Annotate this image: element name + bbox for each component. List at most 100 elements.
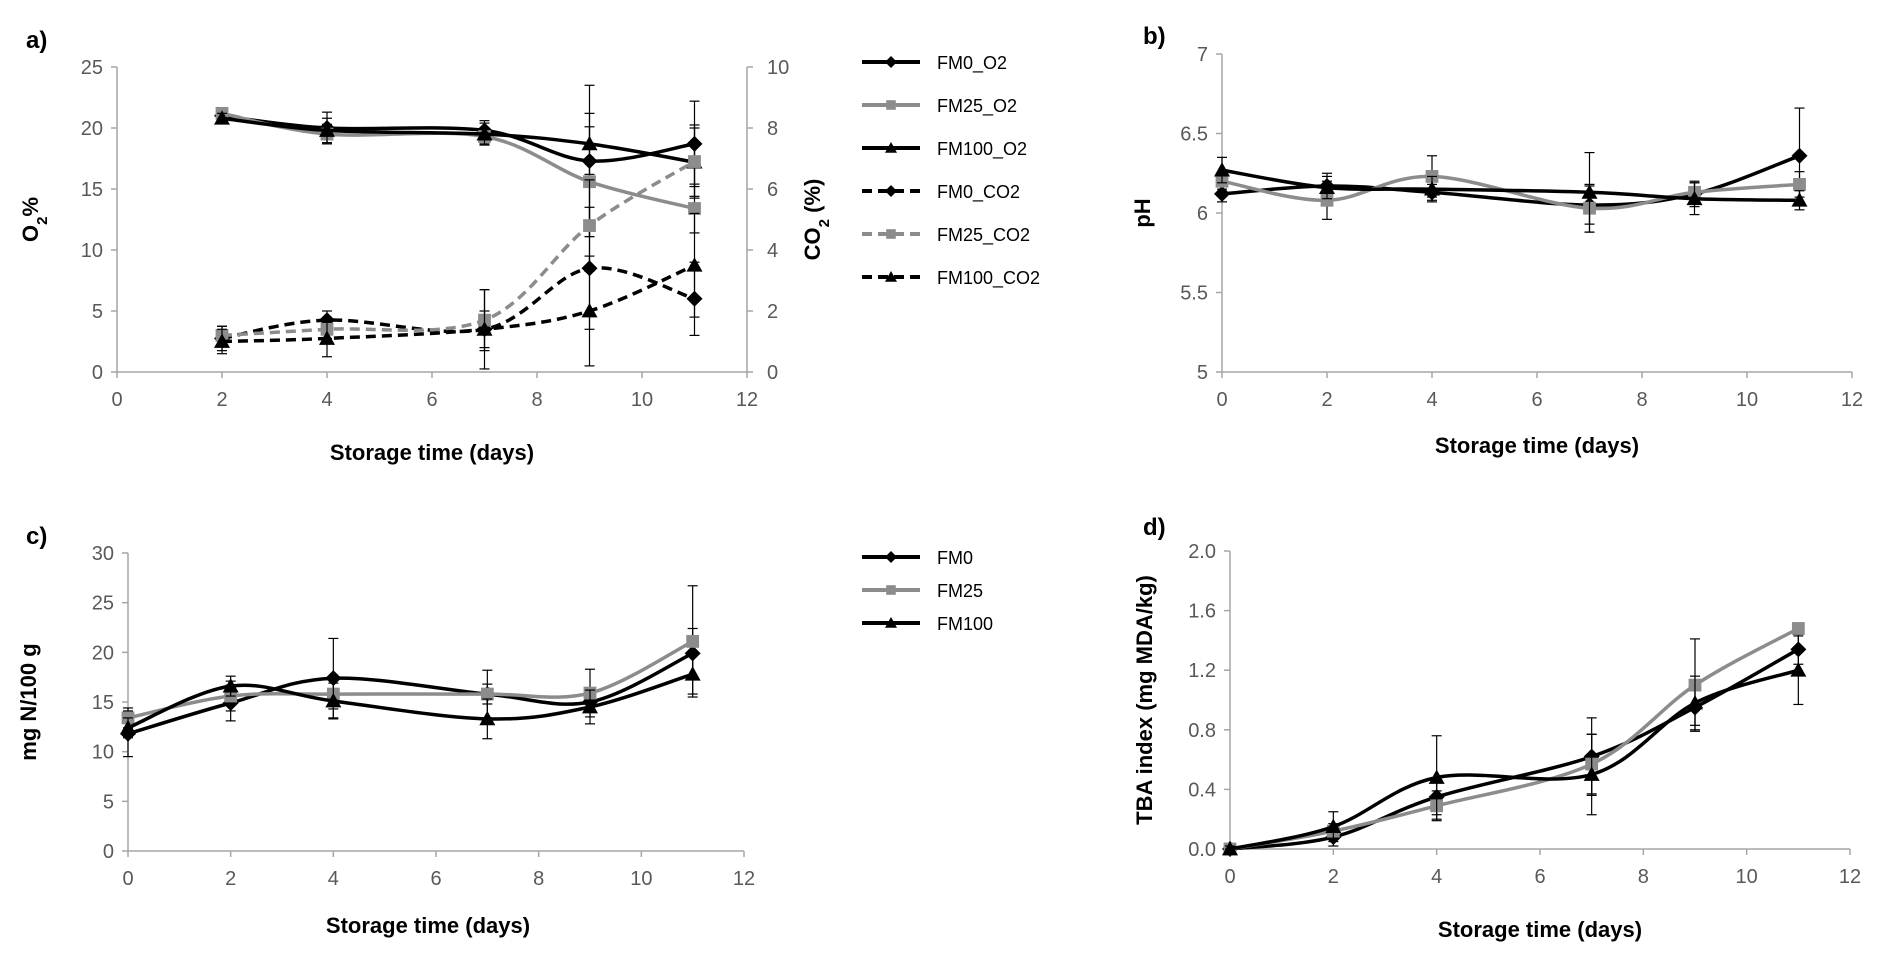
panel1-panel-label: b): [1143, 23, 1166, 50]
legend-bottom-fm25-swatch-marker: [886, 585, 896, 595]
panel0-x-tick-label: 8: [531, 389, 542, 411]
panel3-series-fm0-line: [1229, 647, 1800, 851]
panel3-y-tick-label: 0.8: [1188, 720, 1216, 742]
panel1-series-fm100-line: [1221, 168, 1800, 203]
panel2-y-tick-label: 10: [92, 742, 114, 764]
panel0-y-tick-label: 20: [81, 118, 103, 140]
panel2-y-axis-title: mg N/100 g: [16, 643, 41, 760]
panel3-panel-label: d): [1143, 514, 1166, 541]
panel1-x-tick-label: 12: [1841, 389, 1863, 411]
panel3-x-tick-label: 6: [1534, 866, 1545, 888]
panel3-x-tick-label: 8: [1638, 866, 1649, 888]
legend-top-fm0-co2-swatch-marker: [885, 185, 897, 197]
panel2-y-tick-label: 20: [92, 642, 114, 664]
panel1-x-axis-title: Storage time (days): [1435, 433, 1639, 458]
panel0-y-tick-label: 25: [81, 57, 103, 79]
panel1-y-tick-label: 7: [1197, 44, 1208, 66]
panel2-series-fm100-point: [120, 719, 136, 735]
legend-top-fm100-co2-swatch-marker: [885, 271, 897, 282]
legend-bottom-fm25-label: FM25: [937, 581, 983, 601]
panel2-x-tick-label: 6: [430, 868, 441, 890]
panel0-series-fm0-co2-line: [221, 265, 696, 341]
panel0-x-tick-label: 12: [736, 389, 758, 411]
legend-top-fm0-o2-label: FM0_O2: [937, 53, 1007, 74]
panel0-y-tick-label: 10: [81, 240, 103, 262]
legend-top-fm0-co2-label: FM0_CO2: [937, 182, 1020, 203]
panel3-x-tick-label: 2: [1328, 866, 1339, 888]
panel0-series-fm100-co2-point: [686, 257, 703, 272]
panel3-x-tick-label: 0: [1224, 866, 1235, 888]
panel1-x-tick-label: 0: [1216, 389, 1227, 411]
panel1-x-tick-label: 8: [1636, 389, 1647, 411]
legend-top-fm25-o2-label: FM25_O2: [937, 96, 1017, 117]
panel1-x-tick-label: 2: [1321, 389, 1332, 411]
legend-top-fm25-o2-swatch-marker: [886, 100, 896, 110]
panel0-panel-label: a): [26, 27, 47, 54]
panel2-series-fm25-point: [686, 635, 700, 648]
panel0-y-tick-label: 5: [92, 301, 103, 323]
panel1-y-axis-title: pH: [1130, 198, 1155, 227]
legend-top-fm100-o2-label: FM100_O2: [937, 139, 1027, 160]
panel2-y-tick-label: 5: [103, 791, 114, 813]
panel0-series-fm100-o2-point: [476, 126, 493, 141]
panel2-x-tick-label: 12: [733, 868, 755, 890]
legend-top-fm100-co2-label: FM100_CO2: [937, 268, 1040, 289]
panel2-series-fm0-line: [127, 651, 694, 736]
panel0-y2-tick-label: 8: [767, 118, 778, 140]
panel0-x-tick-label: 2: [216, 389, 227, 411]
panel0-x-tick-label: 0: [111, 389, 122, 411]
legend-top-fm100-o2-swatch-marker: [885, 142, 897, 153]
panel3-series-fm100-point: [1583, 766, 1600, 781]
panel2-series-fm25-line: [127, 639, 694, 720]
panel1-series-fm100-point: [1424, 181, 1440, 196]
legend-bottom-fm0-label: FM0: [937, 548, 973, 568]
panel2-x-axis-title: Storage time (days): [326, 913, 530, 938]
legend-bottom-fm100-label: FM100: [937, 614, 993, 634]
panel1-series-fm100-point: [1319, 179, 1335, 194]
panel2-y-tick-label: 25: [92, 593, 114, 615]
panel0-series-fm100-o2-point: [214, 110, 230, 125]
panel2-y-tick-label: 15: [92, 692, 114, 714]
panel1-series-fm25-point: [1320, 193, 1334, 207]
panel1-y-tick-label: 5: [1197, 362, 1208, 384]
panel0-series-fm100-co2-point: [319, 330, 335, 345]
panel2-x-tick-label: 0: [122, 868, 133, 890]
panel2-series-fm100-point: [684, 666, 701, 681]
panel1-series-fm25-line: [1221, 174, 1800, 211]
panel3-series-fm25-line: [1229, 626, 1800, 851]
panel2-series-fm100-point: [325, 693, 342, 708]
panel0-series-fm100-o2-point: [319, 122, 335, 137]
panel0-series-fm0-o2-line: [221, 114, 695, 163]
panel2-y-tick-label: 0: [103, 841, 114, 863]
panel0-y2-tick-label: 6: [767, 179, 778, 201]
panel0-y-tick-label: 15: [81, 179, 103, 201]
panel0-y2-tick-label: 2: [767, 301, 778, 323]
panel2-panel-label: c): [26, 523, 47, 550]
panel3-series-fm100-point: [1428, 769, 1445, 784]
panel0-series-fm100-co2-point: [581, 303, 598, 318]
panel0-y2-tick-label: 4: [767, 240, 778, 262]
panel1-series-fm100-point: [1791, 192, 1808, 207]
legend-top-fm0-o2-swatch-marker: [885, 56, 897, 68]
panel0-y2-tick-label: 10: [767, 57, 789, 79]
panel0-x-tick-label: 10: [631, 389, 653, 411]
panel3-y-tick-label: 2.0: [1188, 541, 1216, 563]
legend-top-fm25-co2-label: FM25_CO2: [937, 225, 1030, 246]
panel0-x-tick-label: 6: [426, 389, 437, 411]
panel3-y-tick-label: 1.2: [1188, 660, 1216, 682]
panel2-x-tick-label: 2: [225, 868, 236, 890]
panel1-y-tick-label: 6.5: [1180, 124, 1208, 146]
panel1-series-fm100-point: [1581, 184, 1598, 199]
panel1-x-tick-label: 6: [1531, 389, 1542, 411]
panel2-x-tick-label: 10: [630, 868, 652, 890]
panel3-y-tick-label: 0.4: [1188, 779, 1216, 801]
legend-bottom-fm100-swatch-marker: [885, 617, 897, 628]
panel0-series-fm100-o2-point: [581, 135, 598, 151]
panel3-series-fm100-point: [1790, 662, 1807, 677]
panel2-series-fm25-point: [480, 687, 494, 701]
panel0-y-tick-label: 0: [92, 362, 103, 384]
panel1-series-fm25-point: [1793, 177, 1806, 191]
panel0-x-tick-label: 4: [321, 389, 332, 411]
panel3-series-fm100-point: [1325, 818, 1342, 834]
